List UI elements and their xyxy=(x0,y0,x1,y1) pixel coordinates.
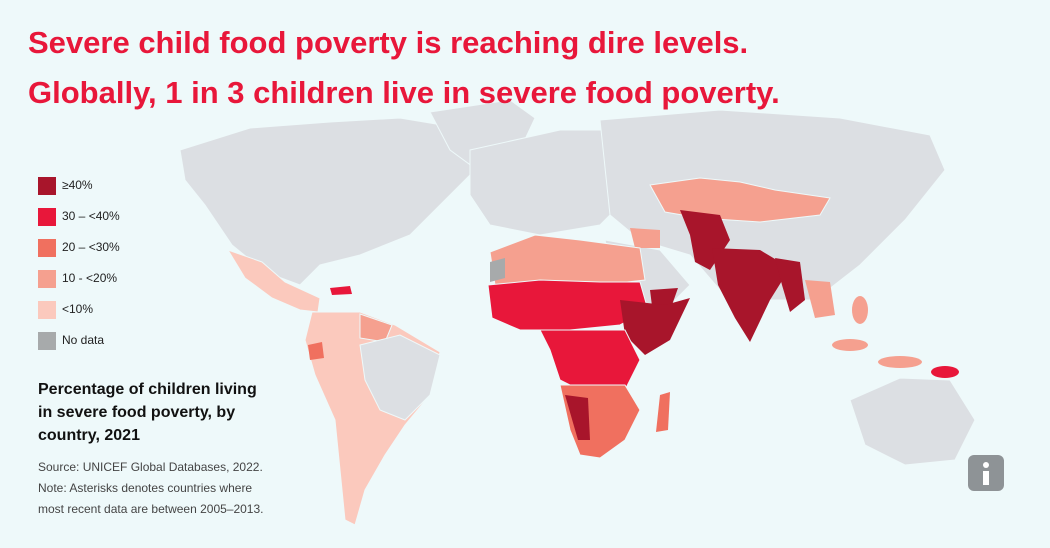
legend-label: ≥40% xyxy=(62,178,93,192)
legend-swatch xyxy=(38,239,56,257)
yemen xyxy=(650,288,678,306)
india xyxy=(712,248,790,342)
legend-swatch xyxy=(38,270,56,288)
namibia xyxy=(565,395,590,440)
legend-label: No data xyxy=(62,333,104,347)
legend-label: 30 – <40% xyxy=(62,209,120,223)
iraq-syria xyxy=(630,228,660,248)
texts: Severe child food poverty is reaching di… xyxy=(28,25,780,516)
caribbean xyxy=(330,286,352,295)
caption-line: Percentage of children living xyxy=(38,381,257,398)
southeast-asia xyxy=(805,280,835,318)
brazil xyxy=(359,334,441,421)
legend-swatch xyxy=(38,301,56,319)
world-map xyxy=(179,99,1004,526)
myanmar-bangladesh xyxy=(775,258,805,312)
title-line: Globally, 1 in 3 children live in severe… xyxy=(28,75,780,110)
horn-of-africa xyxy=(620,298,690,355)
source-line: most recent data are between 2005–2013. xyxy=(38,502,264,516)
australia xyxy=(849,377,976,466)
title-line: Severe child food poverty is reaching di… xyxy=(28,25,748,60)
legend-swatch xyxy=(38,208,56,226)
north-africa xyxy=(489,234,646,286)
legend-label: 20 – <30% xyxy=(62,240,120,254)
madagascar xyxy=(656,392,670,432)
legend-label: <10% xyxy=(62,302,93,316)
western-sahara xyxy=(490,258,505,282)
legend-label: 10 - <20% xyxy=(62,271,117,285)
philippines xyxy=(852,296,868,324)
source-line: Source: UNICEF Global Databases, 2022. xyxy=(38,460,263,474)
legend-swatch xyxy=(38,177,56,195)
north-america xyxy=(179,117,481,286)
info-icon-dot xyxy=(983,462,989,468)
caption-line: country, 2021 xyxy=(38,427,140,444)
ecuador xyxy=(308,342,324,360)
info-icon-bar xyxy=(983,471,989,485)
caption-line: in severe food poverty, by xyxy=(38,404,235,421)
europe xyxy=(469,129,626,236)
indonesia-central xyxy=(878,356,922,368)
source-line: Note: Asterisks denotes countries where xyxy=(38,481,252,495)
indonesia-east xyxy=(931,366,959,378)
legend-swatch xyxy=(38,332,56,350)
indonesia-west xyxy=(832,339,868,351)
